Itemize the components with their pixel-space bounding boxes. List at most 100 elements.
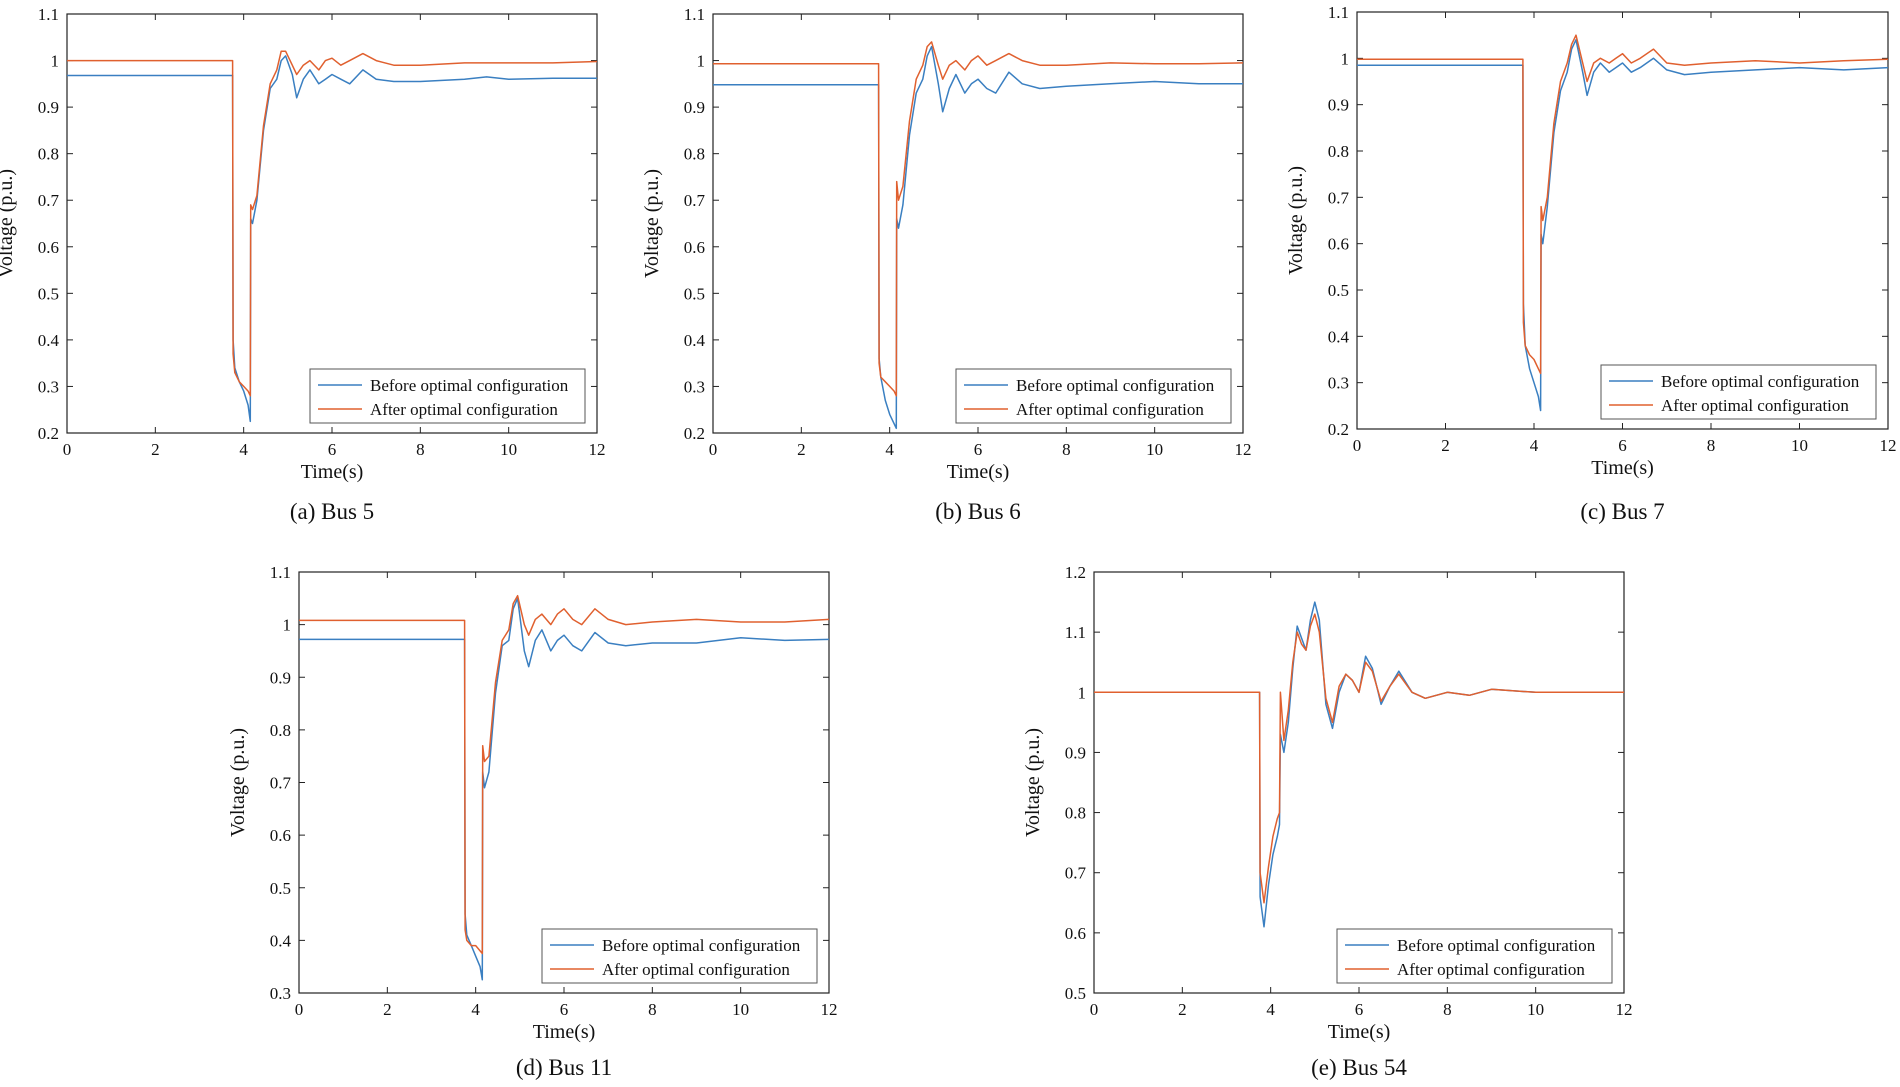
legend-box [309, 368, 586, 424]
y-tick-label: 1 [51, 52, 60, 71]
chart-panel-bus-6: 0 2 4 6 8 10 12 0.2 0.3 0.4 0.5 0.6 0.7 0.8 0.9 1 1.1 Tim… [641, 5, 1252, 524]
y-tick-label: 0.7 [684, 191, 706, 210]
y-axis-label: Voltage (p.u.) [0, 169, 17, 278]
y-tick-label: 0.9 [38, 98, 59, 117]
x-tick-label: 6 [328, 440, 337, 459]
y-tick-label: 0.6 [270, 826, 291, 845]
legend-entry-label: After optimal configuration [370, 400, 558, 419]
y-tick-label: 0.2 [684, 424, 705, 443]
y-tick-label: 0.4 [684, 331, 706, 350]
x-tick-label: 8 [1707, 436, 1716, 455]
legend-entry-label: After optimal configuration [1661, 396, 1849, 415]
legend-entry-label: After optimal configuration [602, 960, 790, 979]
y-tick-label: 0.5 [1328, 281, 1349, 300]
y-tick-label: 0.3 [270, 984, 291, 1003]
legend: Before optimal configuration After optima… [1336, 928, 1613, 984]
y-tick-label: 0.7 [1328, 188, 1350, 207]
legend-box [955, 368, 1232, 424]
panel-caption: (b) Bus 6 [935, 499, 1021, 524]
y-axis-label: Voltage (p.u.) [1022, 728, 1044, 837]
x-axis-label: Time(s) [301, 461, 364, 483]
y-tick-label: 0.3 [684, 377, 705, 396]
series-line-before-optimal-configuration [1357, 39, 1889, 412]
x-tick-label: 0 [295, 1000, 304, 1019]
y-tick-label: 0.7 [38, 191, 60, 210]
y-tick-label: 1 [1078, 683, 1087, 702]
y-axis-label: Voltage (p.u.) [1285, 166, 1307, 275]
panel-caption: (e) Bus 54 [1311, 1055, 1407, 1080]
y-tick-label: 1.2 [1065, 563, 1086, 582]
y-tick-label: 1 [697, 52, 706, 71]
x-tick-label: 0 [1353, 436, 1362, 455]
plot-area-frame [66, 13, 598, 434]
legend: Before optimal configuration After optima… [955, 368, 1232, 424]
series-line-before-optimal-configuration [713, 45, 1243, 430]
y-tick-label: 0.5 [684, 284, 705, 303]
x-tick-label: 8 [648, 1000, 657, 1019]
y-tick-label: 0.8 [1065, 804, 1086, 823]
y-tick-label: 0.8 [684, 145, 705, 164]
x-tick-label: 2 [383, 1000, 392, 1019]
y-tick-label: 0.5 [270, 879, 291, 898]
y-tick-label: 0.2 [38, 424, 59, 443]
y-tick-label: 0.5 [1065, 984, 1086, 1003]
x-tick-label: 4 [471, 1000, 480, 1019]
x-tick-label: 4 [885, 440, 894, 459]
legend: Before optimal configuration After optima… [309, 368, 586, 424]
y-tick-label: 0.9 [1328, 96, 1349, 115]
legend-entry-label: Before optimal configuration [1397, 936, 1596, 955]
y-tick-label: 1 [283, 616, 292, 635]
y-tick-label: 1 [1341, 49, 1350, 68]
series-line-after-optimal-configuration [713, 41, 1244, 397]
y-tick-label: 0.6 [684, 238, 705, 257]
y-tick-label: 1.1 [38, 5, 59, 24]
plot-area-frame [1356, 11, 1889, 430]
x-tick-label: 6 [1355, 1000, 1364, 1019]
y-tick-label: 0.9 [684, 98, 705, 117]
y-tick-label: 1.1 [1328, 3, 1349, 22]
x-tick-label: 10 [732, 1000, 749, 1019]
x-tick-label: 8 [1443, 1000, 1452, 1019]
x-tick-label: 10 [1527, 1000, 1544, 1019]
chart-panel-bus-54: 0 2 4 6 8 10 12 0.5 0.6 0.7 0.8 0.9 1 1.1 1.2 Time(s) Vo… [1022, 563, 1633, 1080]
y-tick-label: 1.1 [684, 5, 705, 24]
series-line-before-optimal-configuration [67, 55, 597, 423]
x-tick-label: 2 [797, 440, 806, 459]
x-tick-label: 12 [1235, 440, 1252, 459]
chart-panel-bus-11: 0 2 4 6 8 10 12 0.3 0.4 0.5 0.6 0.7 0.8 0.9 1 1.1 Time(s… [227, 563, 838, 1080]
y-tick-label: 0.4 [1328, 327, 1350, 346]
x-axis-label: Time(s) [1328, 1021, 1391, 1043]
legend-entry-label: After optimal configuration [1397, 960, 1585, 979]
y-tick-label: 0.7 [270, 774, 292, 793]
y-axis-label: Voltage (p.u.) [641, 169, 663, 278]
chart-panel-bus-5: 0 2 4 6 8 10 12 0.2 0.3 0.4 0.5 0.6 0.7 0.8 0.9 1 1.1 Tim… [0, 5, 606, 524]
y-tick-label: 0.4 [38, 331, 60, 350]
y-tick-label: 1.1 [1065, 623, 1086, 642]
y-tick-label: 0.8 [1328, 142, 1349, 161]
series-line-after-optimal-configuration [1357, 34, 1889, 375]
x-tick-label: 6 [1618, 436, 1627, 455]
x-tick-label: 4 [1266, 1000, 1275, 1019]
x-tick-label: 10 [1791, 436, 1808, 455]
y-tick-label: 0.3 [1328, 374, 1349, 393]
x-tick-label: 4 [239, 440, 248, 459]
x-tick-label: 8 [416, 440, 425, 459]
x-tick-label: 12 [821, 1000, 838, 1019]
y-tick-label: 0.4 [270, 931, 292, 950]
panel-caption: (a) Bus 5 [290, 499, 374, 524]
panel-caption: (d) Bus 11 [516, 1055, 612, 1080]
legend-entry-label: Before optimal configuration [1016, 376, 1215, 395]
x-axis-label: Time(s) [533, 1021, 596, 1043]
legend-entry-label: Before optimal configuration [1661, 372, 1860, 391]
y-tick-label: 0.7 [1065, 864, 1087, 883]
y-tick-label: 0.9 [1065, 743, 1086, 762]
x-tick-label: 10 [1146, 440, 1163, 459]
y-tick-label: 0.3 [38, 377, 59, 396]
legend: Before optimal configuration After optima… [541, 928, 818, 984]
y-axis-label: Voltage (p.u.) [227, 728, 249, 837]
y-tick-label: 0.2 [1328, 420, 1349, 439]
x-tick-label: 12 [589, 440, 606, 459]
x-tick-label: 8 [1062, 440, 1071, 459]
x-tick-label: 12 [1880, 436, 1897, 455]
x-axis-label: Time(s) [1591, 457, 1654, 479]
